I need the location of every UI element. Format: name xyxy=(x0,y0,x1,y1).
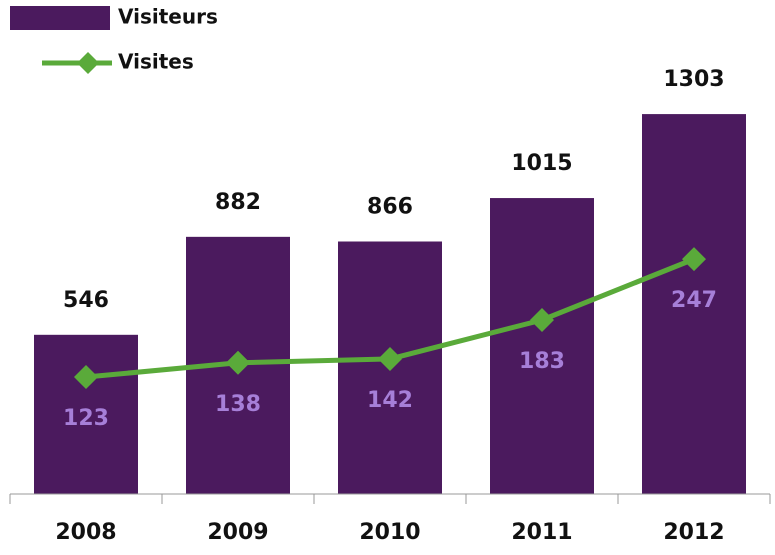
legend-label: Visiteurs xyxy=(118,5,218,29)
line-value-label: 123 xyxy=(63,406,109,431)
bar-value-label: 546 xyxy=(63,288,109,313)
line-marker xyxy=(682,247,706,272)
bar-value-label: 882 xyxy=(215,190,261,215)
line-marker xyxy=(530,307,554,332)
line-value-label: 247 xyxy=(671,288,717,313)
x-tick-label: 2009 xyxy=(207,520,268,545)
x-tick-label: 2011 xyxy=(511,520,572,545)
bar-value-label: 1015 xyxy=(511,151,572,176)
bar-value-label: 1303 xyxy=(663,67,724,92)
line-marker xyxy=(74,365,98,390)
legend-marker xyxy=(77,52,99,74)
legend-label: Visites xyxy=(118,50,194,74)
bar-value-label: 866 xyxy=(367,195,413,220)
x-tick-label: 2010 xyxy=(359,520,420,545)
bar xyxy=(490,198,594,494)
x-tick-label: 2008 xyxy=(55,520,116,545)
bar xyxy=(642,114,746,494)
x-tick-label: 2012 xyxy=(663,520,724,545)
line-value-label: 142 xyxy=(367,388,413,413)
bar xyxy=(34,334,138,494)
line-value-label: 138 xyxy=(215,392,261,417)
legend-swatch xyxy=(10,6,110,30)
line-value-label: 183 xyxy=(519,349,565,374)
line-marker xyxy=(226,350,250,375)
line-marker xyxy=(378,346,402,371)
